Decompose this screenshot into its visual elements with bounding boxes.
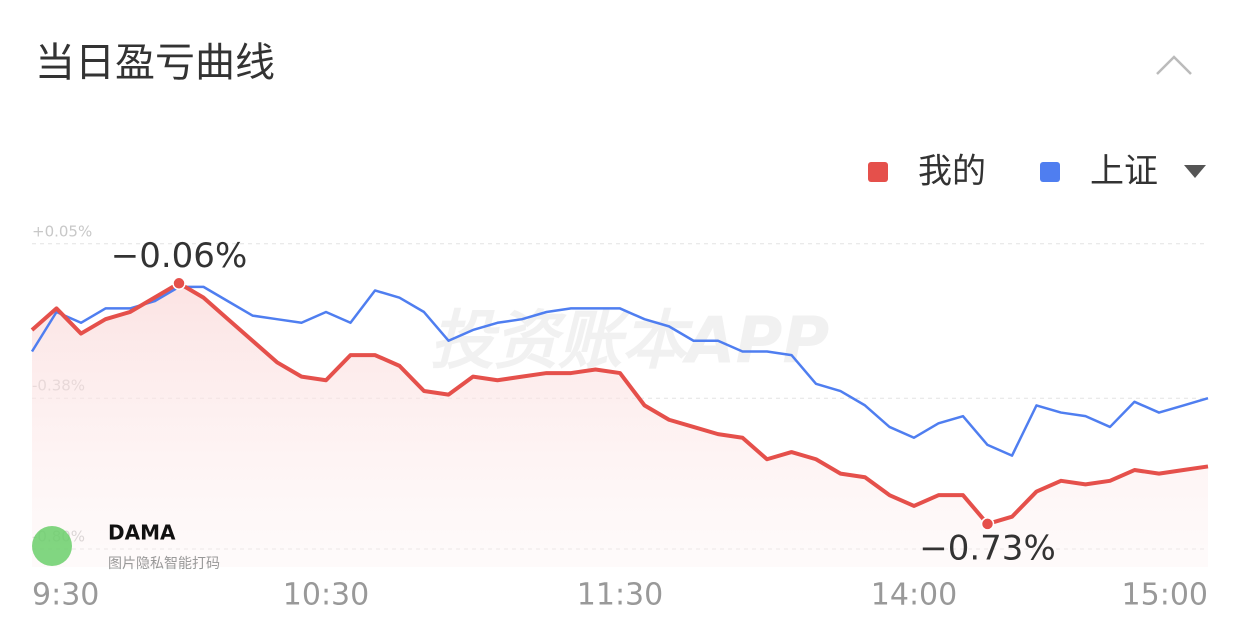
legend-swatch	[868, 162, 888, 182]
badge-icon	[32, 526, 72, 566]
x-tick-label: 10:30	[283, 578, 369, 613]
y-tick-label: +0.05%	[32, 222, 92, 240]
legend-label: 上证	[1090, 152, 1158, 192]
x-tick-label: 14:00	[871, 578, 957, 613]
watermark-brand: 投资账本APP	[430, 305, 829, 379]
badge-note: 图片隐私智能打码	[108, 555, 220, 572]
badge-title: DAMA	[108, 521, 176, 545]
annotation-label: −0.73%	[919, 528, 1056, 568]
area-fill	[32, 283, 1208, 567]
annotation-marker	[980, 517, 995, 531]
legend-swatch	[1040, 162, 1060, 182]
series-line	[30, 285, 1209, 457]
x-tick-label: 9:30	[32, 578, 99, 613]
card-title: 当日盈亏曲线	[35, 40, 275, 86]
annotation-marker	[172, 276, 186, 291]
annotation-label: −0.06%	[111, 236, 248, 276]
legend-label: 我的	[918, 152, 986, 192]
x-tick-label: 15:00	[1122, 578, 1208, 613]
series-line	[30, 281, 1209, 526]
series-dropdown[interactable]	[1184, 165, 1206, 178]
collapse-toggle[interactable]	[1156, 55, 1192, 75]
x-tick-label: 11:30	[577, 578, 663, 613]
